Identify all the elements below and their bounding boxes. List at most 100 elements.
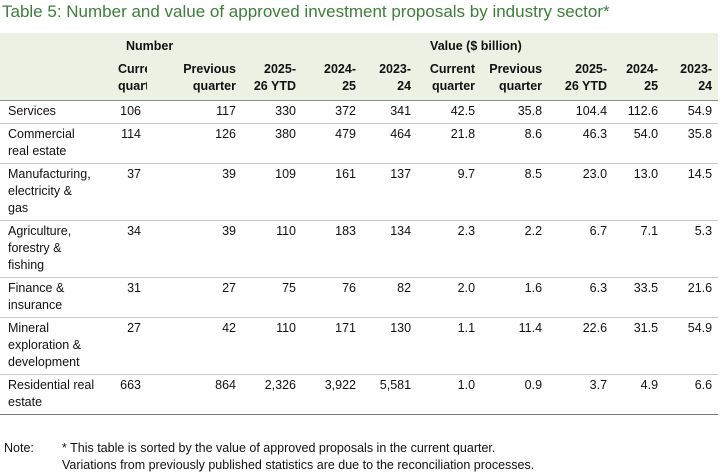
table-cell: 137 bbox=[390, 167, 412, 181]
column-header: Previous quarter bbox=[147, 59, 242, 101]
table-cell: 183 bbox=[335, 224, 356, 238]
row-label-line: development bbox=[8, 355, 80, 369]
table-cell: 42.5 bbox=[450, 104, 476, 118]
table-cell: 37 bbox=[127, 167, 141, 181]
column-header-line: quarter bbox=[118, 79, 147, 93]
table-cell: 3,922 bbox=[324, 378, 356, 392]
table-cell: 1.6 bbox=[524, 281, 543, 295]
table-cell: 372 bbox=[335, 104, 356, 118]
row-label-line: electricity & bbox=[8, 184, 72, 198]
table-cell: 27 bbox=[222, 281, 236, 295]
table-row: Manufacturing, electricity & gas 37 39 109 161… bbox=[0, 164, 719, 221]
row-label: Mineral exploration & development bbox=[0, 318, 112, 375]
column-header-line: quarter bbox=[192, 79, 236, 93]
table-cell: 21.6 bbox=[687, 281, 713, 295]
row-label-line: Mineral bbox=[8, 321, 49, 335]
table-cell: 34 bbox=[127, 224, 141, 238]
table-cell: 117 bbox=[216, 104, 236, 118]
table-cell: 27 bbox=[127, 321, 141, 335]
column-header-line: 26 YTD bbox=[564, 79, 608, 93]
row-label: Commercial real estate bbox=[0, 124, 112, 164]
table-cell: 8.5 bbox=[524, 167, 543, 181]
column-header-line: 24 bbox=[698, 79, 713, 93]
table-row: Services 106 117 330 372 341 42.5 35.8 104.4 112.… bbox=[0, 101, 719, 124]
row-label-line: gas bbox=[8, 201, 29, 215]
data-table: Number Value ($ billion) CurrentquarterP… bbox=[0, 33, 719, 415]
table-cell: 161 bbox=[335, 167, 356, 181]
table-cell: 7.1 bbox=[640, 224, 659, 238]
table-cell: 8.6 bbox=[524, 127, 543, 141]
table-cell: 341 bbox=[390, 104, 412, 118]
table-cell: 21.8 bbox=[450, 127, 476, 141]
note-line: * This table is sorted by the value of a… bbox=[62, 441, 496, 455]
table-cell: 2,326 bbox=[264, 378, 296, 392]
column-header: 2024- 25 bbox=[613, 59, 665, 101]
table-row: Finance & insurance 31 27 75 76 82 2.0 1.6 6.3 33.… bbox=[0, 278, 719, 318]
row-label-line: real estate bbox=[8, 144, 67, 158]
table-cell: 23.0 bbox=[582, 167, 608, 181]
column-header-line: 26 YTD bbox=[253, 79, 296, 93]
column-header-line: 25 bbox=[644, 79, 659, 93]
table-row: Commercial real estate 114 126 380 479 464 21.8… bbox=[0, 124, 719, 164]
table-cell: 134 bbox=[390, 224, 412, 238]
column-header-line: 2025- bbox=[264, 62, 296, 76]
table-cell: 31.5 bbox=[633, 321, 659, 335]
column-header: 2025- 26 YTD bbox=[242, 59, 302, 101]
column-header-line: 2024- bbox=[626, 62, 659, 76]
column-header-line: 2023- bbox=[680, 62, 713, 76]
table-cell: 464 bbox=[390, 127, 412, 141]
row-label-line: exploration & bbox=[8, 338, 81, 352]
table-cell: 0.9 bbox=[524, 378, 543, 392]
row-label-line: Commercial bbox=[8, 127, 75, 141]
table-cell: 4.9 bbox=[640, 378, 659, 392]
table-cell: 75 bbox=[282, 281, 296, 295]
column-header-line: 2023- bbox=[379, 62, 412, 76]
column-header-line: 2024- bbox=[324, 62, 356, 76]
table-cell: 3.7 bbox=[589, 378, 608, 392]
column-header-line: Current bbox=[118, 62, 147, 76]
table-cell: 380 bbox=[275, 127, 296, 141]
row-label: Agriculture, forestry & fishing bbox=[0, 221, 112, 278]
column-header-line: Previous bbox=[183, 62, 236, 76]
row-label-line: Finance & bbox=[8, 281, 65, 295]
table-cell: 6.7 bbox=[589, 224, 608, 238]
row-label-line: estate bbox=[8, 395, 43, 409]
column-header-line: 2025- bbox=[575, 62, 608, 76]
table-cell: 54.0 bbox=[633, 127, 659, 141]
column-header-line: quarter bbox=[498, 79, 543, 93]
table-cell: 11.4 bbox=[518, 321, 543, 335]
table-cell: 6.3 bbox=[589, 281, 608, 295]
table-cell: 42 bbox=[222, 321, 236, 335]
table-cell: 110 bbox=[276, 224, 296, 238]
table-cell: 114 bbox=[121, 127, 141, 141]
row-label-line: Manufacturing, bbox=[8, 167, 91, 181]
row-label: Finance & insurance bbox=[0, 278, 112, 318]
column-header: 2025- 26 YTD bbox=[548, 59, 614, 101]
column-header: 2024- 25 bbox=[302, 59, 362, 101]
note-label: Note: bbox=[4, 441, 34, 455]
column-header-line: 25 bbox=[342, 79, 356, 93]
column-header-row: Current quarter Previous quarter 2025- 26 YTD… bbox=[0, 59, 719, 101]
table-cell: 104.4 bbox=[575, 104, 608, 118]
table-cell: 6.6 bbox=[694, 378, 713, 392]
table-cell: 14.5 bbox=[687, 167, 713, 181]
column-header-line: Current bbox=[429, 62, 476, 76]
row-label: Services bbox=[0, 101, 112, 124]
table-cell: 112.6 bbox=[627, 104, 659, 118]
table-cell: 13.0 bbox=[633, 167, 659, 181]
table-cell: 54.9 bbox=[687, 104, 713, 118]
table-cell: 106 bbox=[120, 104, 141, 118]
column-header: Current quarter bbox=[112, 59, 147, 101]
table-cell: 663 bbox=[120, 378, 141, 392]
table-cell: 9.7 bbox=[457, 167, 476, 181]
row-label-line: Agriculture, bbox=[8, 224, 72, 238]
table-title: Table 5: Number and value of approved in… bbox=[2, 2, 610, 21]
table-cell: 2.0 bbox=[457, 281, 476, 295]
group-header: Value ($ billion) bbox=[430, 39, 522, 53]
row-label-line: Residential real bbox=[8, 378, 95, 392]
group-header: Number bbox=[126, 39, 174, 53]
table-row: Residential real estate 663 864 2,326 3,922 5,… bbox=[0, 375, 719, 415]
column-header-line: quarter bbox=[431, 79, 476, 93]
table-cell: 479 bbox=[335, 127, 356, 141]
